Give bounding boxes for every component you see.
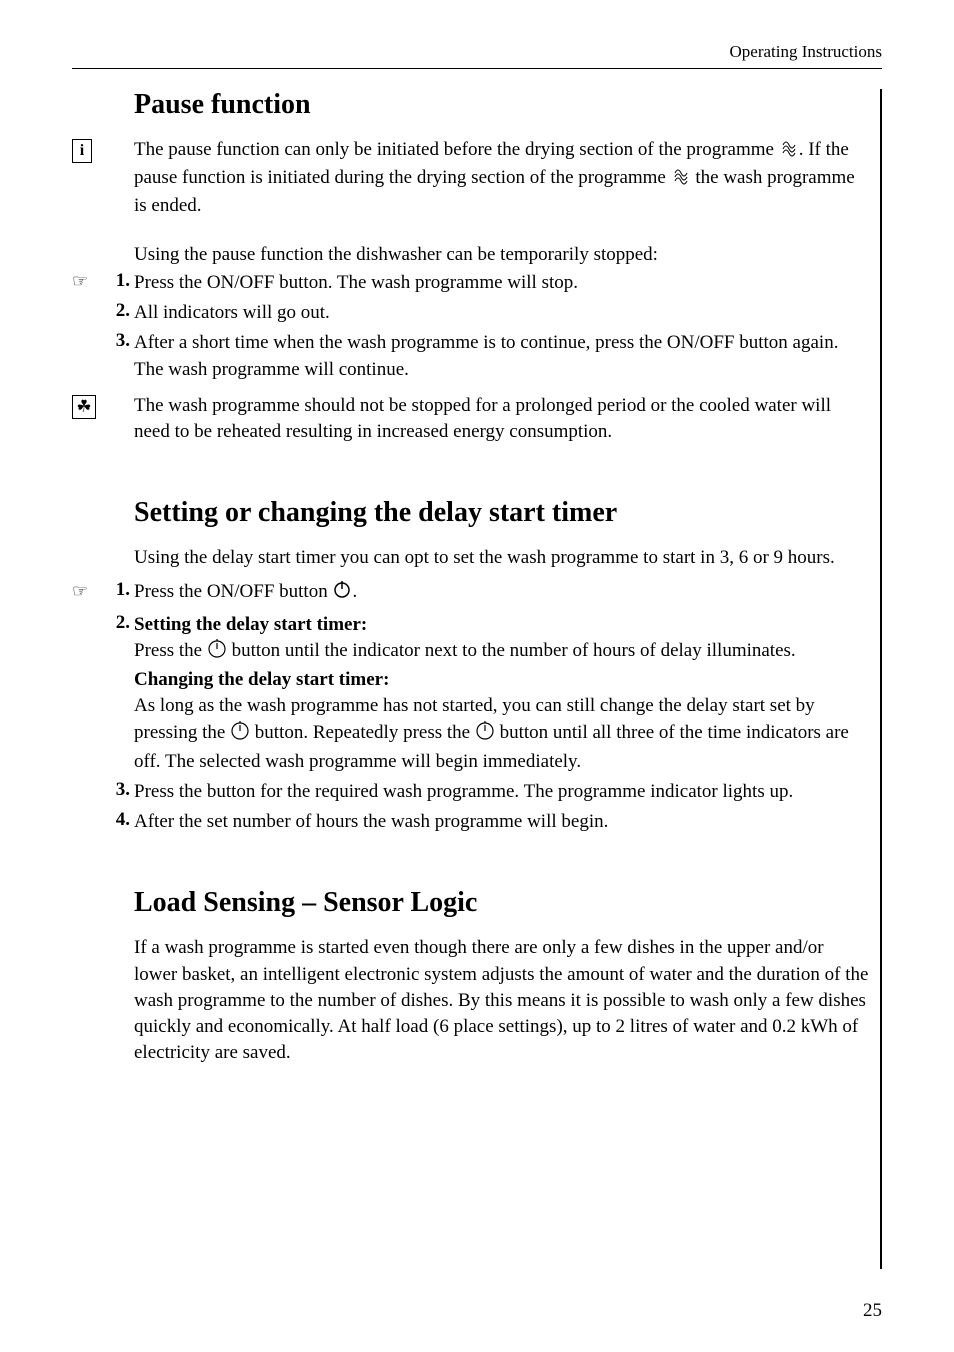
clover-icon: ☘ — [72, 395, 96, 419]
header-text: Operating Instructions — [72, 42, 882, 62]
delay-step2: Setting the delay start timer: Press the… — [134, 612, 870, 775]
hand-icon: ☞ — [72, 582, 88, 600]
delay-step4: After the set number of hours the wash p… — [134, 809, 870, 835]
power-icon — [332, 579, 352, 607]
info-icon: i — [72, 139, 92, 163]
hand-icon: ☞ — [72, 272, 88, 290]
delay-step4-num: 4. — [108, 809, 134, 835]
delay-title: Setting or changing the delay start time… — [134, 497, 870, 529]
pause-info-text: The pause function can only be initiated… — [134, 137, 870, 220]
clock-icon — [475, 721, 495, 749]
delay-intro: Using the delay start timer you can opt … — [134, 545, 870, 571]
clock-icon — [230, 721, 250, 749]
step3-num: 3. — [108, 330, 134, 382]
delay-step1: Press the ON/OFF button . — [134, 579, 870, 607]
step1-num: 1. — [108, 270, 134, 296]
clock-icon — [207, 639, 227, 667]
load-text: If a wash programme is started even thou… — [134, 935, 870, 1066]
delay-step3-num: 3. — [108, 779, 134, 805]
wave-icon — [779, 139, 799, 165]
wave-icon — [671, 167, 691, 193]
step2-num: 2. — [108, 300, 134, 326]
content: Pause function i The pause function can … — [72, 89, 882, 1269]
pause-title: Pause function — [134, 89, 870, 121]
pause-step3: After a short time when the wash program… — [134, 330, 870, 382]
pause-clover-text: The wash programme should not be stopped… — [134, 393, 870, 445]
delay-step2-num: 2. — [108, 612, 134, 775]
delay-step3: Press the button for the required wash p… — [134, 779, 870, 805]
pause-step2: All indicators will go out. — [134, 300, 870, 326]
pause-intro: Using the pause function the dishwasher … — [134, 242, 870, 268]
page-number: 25 — [863, 1300, 882, 1322]
load-title: Load Sensing – Sensor Logic — [134, 887, 870, 919]
delay-step1-num: 1. — [108, 579, 134, 607]
header-line — [72, 68, 882, 69]
pause-step1: Press the ON/OFF button. The wash progra… — [134, 270, 870, 296]
